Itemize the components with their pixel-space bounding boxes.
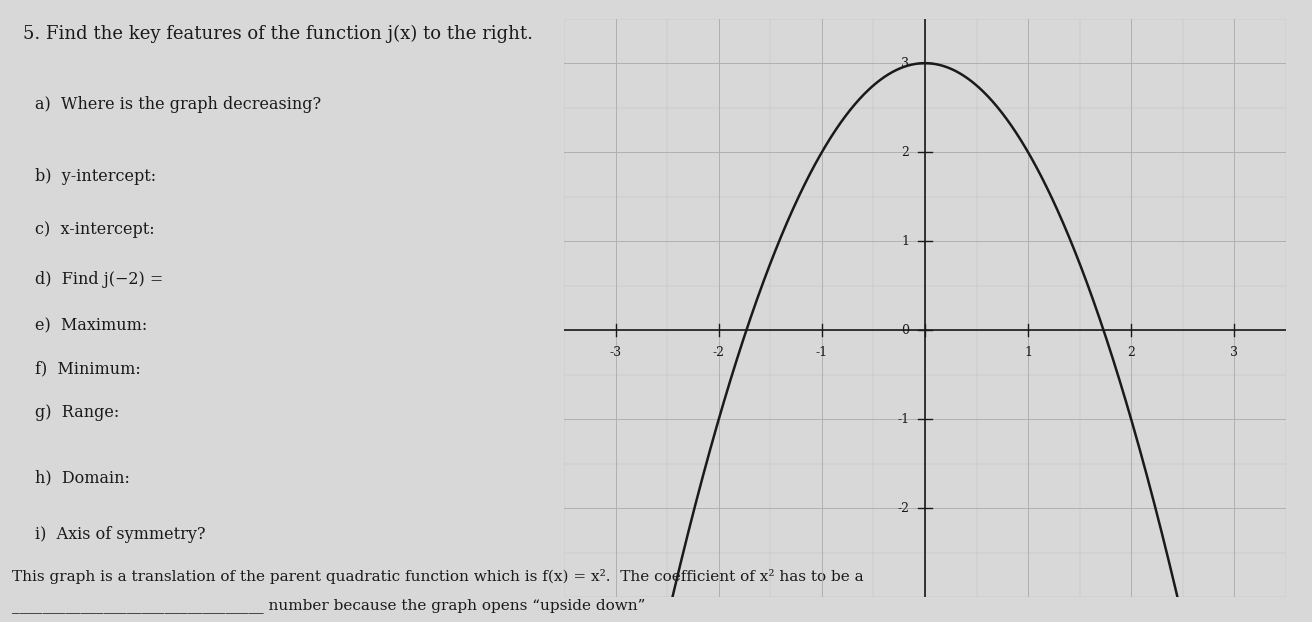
Text: b)  y-intercept:: b) y-intercept: xyxy=(34,168,156,185)
Text: a)  Where is the graph decreasing?: a) Where is the graph decreasing? xyxy=(34,96,320,113)
Text: _________________________________ number because the graph opens “upside down”: _________________________________ number… xyxy=(12,598,646,613)
Text: 2: 2 xyxy=(1127,346,1135,359)
Text: 0: 0 xyxy=(901,323,909,337)
Text: e)  Maximum:: e) Maximum: xyxy=(34,317,147,334)
Text: This graph is a translation of the parent quadratic function which is f(x) = x².: This graph is a translation of the paren… xyxy=(12,569,863,584)
Text: 3: 3 xyxy=(1231,346,1239,359)
Text: 2: 2 xyxy=(901,146,909,159)
Text: f)  Minimum:: f) Minimum: xyxy=(34,361,140,378)
Text: 3: 3 xyxy=(901,57,909,70)
Text: -2: -2 xyxy=(897,501,909,514)
Text: -1: -1 xyxy=(816,346,828,359)
Text: -1: -1 xyxy=(897,412,909,425)
Text: -3: -3 xyxy=(610,346,622,359)
Text: 5. Find the key features of the function j(x) to the right.: 5. Find the key features of the function… xyxy=(24,25,533,43)
Text: 1: 1 xyxy=(1025,346,1033,359)
Text: -2: -2 xyxy=(712,346,724,359)
Text: d)  Find j(−2) =: d) Find j(−2) = xyxy=(34,271,163,287)
Text: c)  x-intercept:: c) x-intercept: xyxy=(34,221,155,238)
Text: i)  Axis of symmetry?: i) Axis of symmetry? xyxy=(34,526,205,542)
Text: g)  Range:: g) Range: xyxy=(34,404,119,421)
Text: h)  Domain:: h) Domain: xyxy=(34,470,130,486)
Text: 1: 1 xyxy=(901,234,909,248)
